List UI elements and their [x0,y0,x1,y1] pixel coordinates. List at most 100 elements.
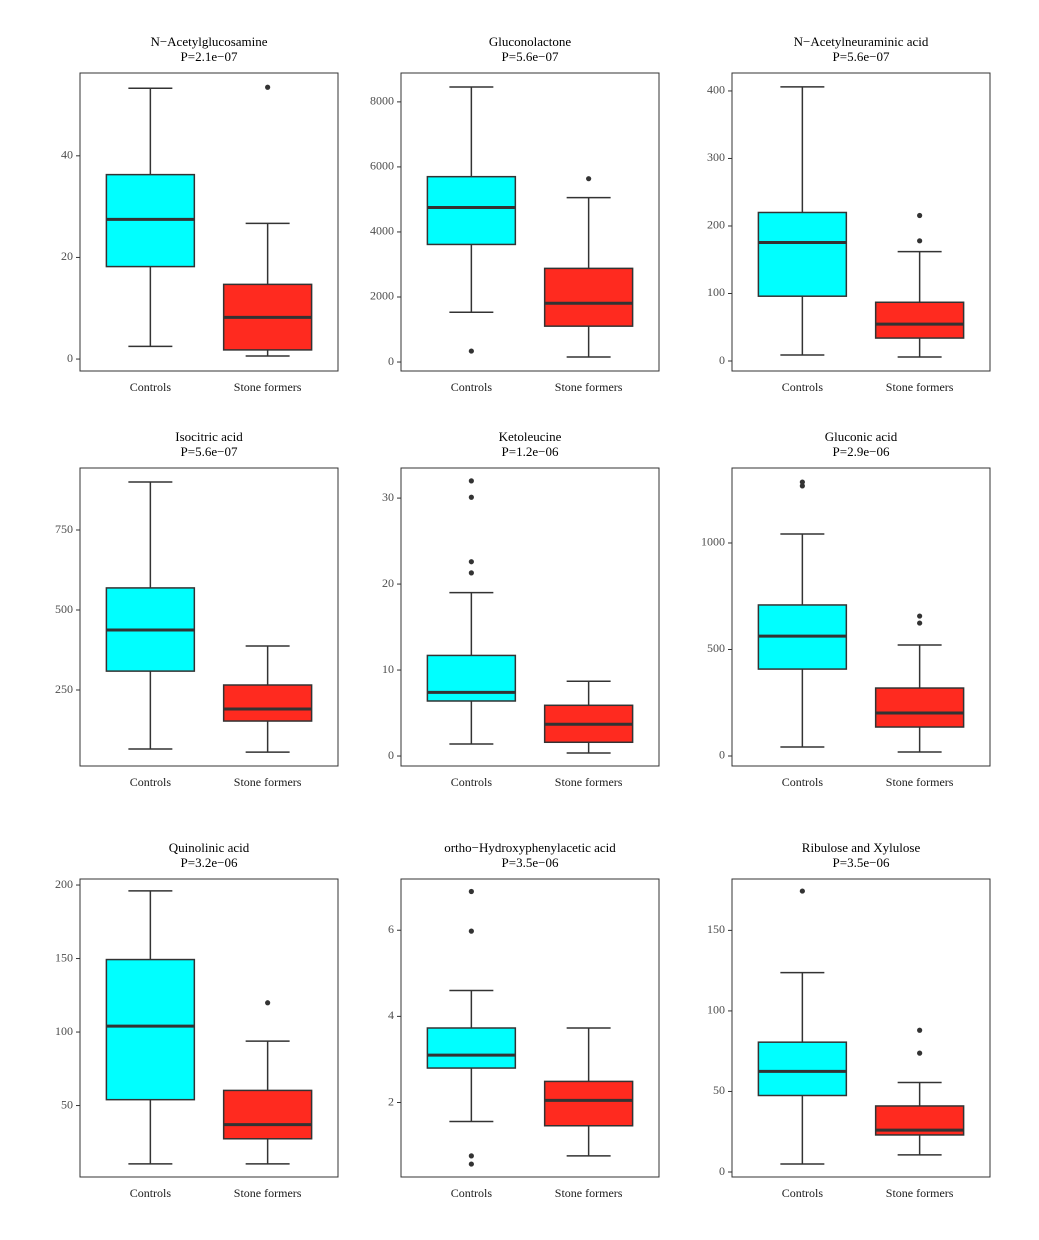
box [874,301,965,339]
x-tick-label: Controls [451,775,493,789]
plot-frame [731,72,991,372]
outlier [799,479,805,485]
y-tick-label: 100 [55,1024,73,1038]
box [543,267,634,327]
x-tick-label: Stone formers [234,1186,302,1200]
x-tick-label: Stone formers [234,380,302,394]
chart-subtitle: P=2.1e−07 [181,49,238,64]
chart-subtitle: P=3.2e−06 [181,855,238,870]
x-tick-label: Stone formers [886,775,954,789]
outlier [265,1000,271,1006]
outlier [799,888,805,894]
y-tick-label: 400 [707,83,725,97]
x-tick-label: Controls [130,380,172,394]
box [426,175,517,246]
y-tick-label: 0 [719,748,725,762]
chart-title: Ketoleucine [499,429,562,444]
chart-subtitle: P=5.6e−07 [181,444,238,459]
outlier [468,494,474,500]
y-tick-label: 20 [61,249,73,263]
x-tick-label: Stone formers [234,775,302,789]
y-tick-label: 6000 [370,159,394,173]
y-tick-label: 2000 [370,289,394,303]
chart-title: ortho−Hydroxyphenylacetic acid [444,840,616,855]
chart-subtitle: P=5.6e−07 [833,49,890,64]
y-tick-label: 40 [61,148,73,162]
outlier [468,1161,474,1167]
outlier [468,1153,474,1159]
box [757,1041,848,1097]
chart-title: Ribulose and Xylulose [802,840,921,855]
x-tick-label: Stone formers [886,1186,954,1200]
y-tick-label: 100 [707,1003,725,1017]
x-tick-label: Controls [130,775,172,789]
chart-title: Isocitric acid [175,429,243,444]
chart-subtitle: P=2.9e−06 [833,444,890,459]
plot-frame [731,467,991,767]
x-tick-label: Stone formers [886,380,954,394]
outlier [265,84,271,90]
box [222,1089,313,1140]
y-tick-label: 50 [713,1083,725,1097]
outlier [468,928,474,934]
x-tick-label: Stone formers [555,1186,623,1200]
plot-frame [79,467,339,767]
box [426,1027,517,1069]
plot-frame [400,467,660,767]
x-tick-label: Controls [451,1186,493,1200]
y-tick-label: 4000 [370,224,394,238]
chart-title: N−Acetylneuraminic acid [794,34,929,49]
y-tick-label: 30 [382,490,394,504]
outlier [468,478,474,484]
plot-frame [400,878,660,1178]
outlier [917,238,923,244]
y-tick-label: 0 [719,353,725,367]
plot-frame [79,878,339,1178]
box [874,687,965,728]
chart-title: Gluconolactone [489,34,572,49]
y-tick-label: 8000 [370,94,394,108]
y-tick-label: 100 [707,285,725,299]
y-tick-label: 1000 [701,535,725,549]
box [222,684,313,722]
chart-subtitle: P=3.5e−06 [833,855,890,870]
chart-title: N−Acetylglucosamine [150,34,267,49]
y-tick-label: 6 [388,922,394,936]
outlier [917,1027,923,1033]
outlier [586,176,592,182]
y-tick-label: 500 [707,641,725,655]
box [105,958,196,1101]
outlier [468,570,474,576]
y-tick-label: 250 [55,682,73,696]
chart-title: Gluconic acid [825,429,898,444]
y-tick-label: 200 [55,877,73,891]
outlier [917,620,923,626]
y-tick-label: 0 [388,354,394,368]
y-tick-label: 0 [67,351,73,365]
y-tick-label: 50 [61,1097,73,1111]
x-tick-label: Controls [782,380,824,394]
y-tick-label: 500 [55,602,73,616]
outlier [468,559,474,565]
plot-frame [731,878,991,1178]
outlier [917,1050,923,1056]
plot-frame [79,72,339,372]
outlier [468,888,474,895]
y-tick-label: 750 [55,522,73,536]
chart-subtitle: P=3.5e−06 [502,855,559,870]
x-tick-label: Controls [782,775,824,789]
box [426,654,517,702]
chart-subtitle: P=1.2e−06 [502,444,559,459]
outlier [917,212,923,219]
x-tick-label: Controls [451,380,493,394]
y-tick-label: 200 [707,218,725,232]
y-tick-label: 150 [707,922,725,936]
outlier [468,348,474,354]
y-tick-label: 150 [55,950,73,964]
x-tick-label: Controls [782,1186,824,1200]
y-tick-label: 10 [382,662,394,676]
x-tick-label: Controls [130,1186,172,1200]
y-tick-label: 0 [719,1164,725,1178]
y-tick-label: 4 [388,1008,394,1022]
